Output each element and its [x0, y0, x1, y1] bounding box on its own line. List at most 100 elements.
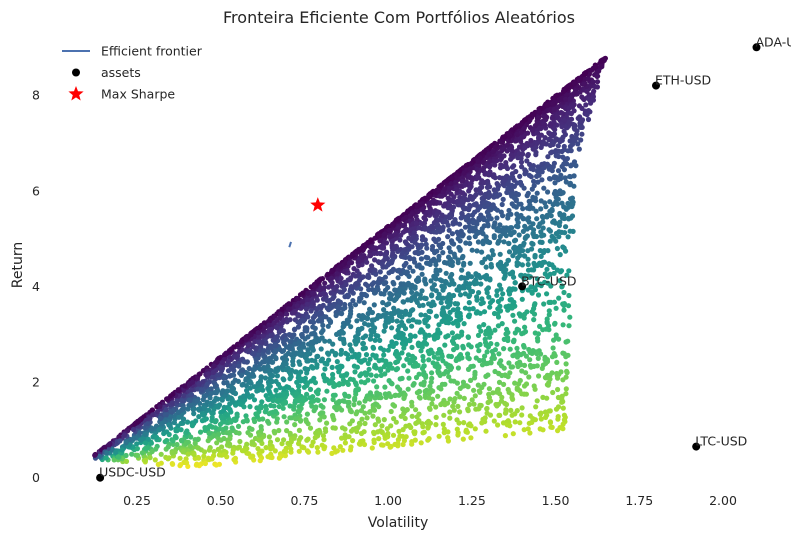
- portfolio-point: [310, 299, 316, 306]
- portfolio-point: [216, 355, 222, 361]
- portfolio-point: [315, 397, 321, 403]
- portfolio-point: [321, 437, 327, 443]
- portfolio-point: [267, 442, 273, 448]
- portfolio-point: [487, 158, 493, 164]
- portfolio-point: [565, 303, 572, 309]
- portfolio-point: [176, 414, 182, 420]
- portfolio-point: [458, 228, 464, 234]
- portfolio-point: [295, 398, 301, 404]
- portfolio-point: [491, 234, 497, 241]
- portfolio-point: [389, 315, 395, 321]
- portfolio-point: [334, 359, 340, 365]
- portfolio-point: [357, 439, 364, 445]
- portfolio-point: [516, 144, 523, 150]
- portfolio-point: [296, 427, 302, 433]
- portfolio-point: [188, 392, 195, 398]
- portfolio-point: [361, 253, 367, 259]
- portfolio-point: [480, 231, 486, 237]
- portfolio-point: [553, 305, 559, 311]
- portfolio-point: [487, 412, 494, 418]
- portfolio-point: [522, 253, 528, 259]
- portfolio-point: [459, 355, 465, 361]
- portfolio-point: [466, 235, 472, 241]
- portfolio-point: [535, 164, 541, 170]
- portfolio-point: [561, 215, 568, 222]
- portfolio-point: [565, 215, 571, 221]
- portfolio-point: [449, 271, 455, 278]
- portfolio-point: [489, 298, 496, 304]
- portfolio-point: [511, 299, 517, 305]
- portfolio-point: [165, 444, 171, 450]
- portfolio-point: [290, 310, 296, 316]
- portfolio-point: [405, 352, 412, 358]
- portfolio-point: [598, 58, 604, 64]
- portfolio-point: [351, 402, 357, 408]
- portfolio-point: [476, 272, 482, 278]
- portfolio-point: [312, 358, 318, 364]
- portfolio-point: [296, 340, 302, 346]
- portfolio-point: [596, 68, 602, 74]
- portfolio-point: [201, 449, 208, 455]
- portfolio-point: [430, 199, 436, 206]
- portfolio-point: [131, 435, 137, 441]
- portfolio-point: [281, 414, 287, 420]
- portfolio-point: [260, 333, 266, 339]
- portfolio-point: [342, 391, 348, 397]
- portfolio-point: [426, 390, 433, 396]
- portfolio-point: [243, 336, 249, 342]
- portfolio-point: [335, 304, 341, 310]
- portfolio-point: [584, 88, 590, 94]
- portfolio-point: [564, 92, 570, 98]
- portfolio-point: [517, 122, 523, 128]
- portfolio-point: [415, 419, 421, 425]
- portfolio-point: [402, 285, 408, 291]
- portfolio-point: [460, 379, 466, 385]
- portfolio-point: [420, 353, 426, 360]
- portfolio-point: [336, 405, 342, 411]
- portfolio-point: [462, 182, 468, 188]
- portfolio-point: [491, 224, 497, 230]
- portfolio-point: [557, 269, 564, 275]
- portfolio-point: [579, 131, 585, 137]
- portfolio-point: [454, 301, 461, 307]
- portfolio-point: [366, 287, 372, 293]
- portfolio-point: [436, 433, 442, 439]
- portfolio-point: [572, 138, 578, 144]
- portfolio-point: [336, 382, 342, 388]
- portfolio-point: [489, 348, 495, 355]
- portfolio-point: [410, 234, 416, 240]
- portfolio-point: [185, 406, 191, 412]
- portfolio-point: [479, 420, 485, 426]
- portfolio-point: [559, 284, 565, 290]
- portfolio-point: [501, 225, 507, 231]
- portfolio-point: [356, 262, 362, 268]
- portfolio-point: [428, 278, 434, 284]
- portfolio-point: [169, 450, 175, 456]
- portfolio-point: [561, 117, 568, 123]
- portfolio-point: [396, 313, 403, 319]
- portfolio-point: [255, 446, 261, 452]
- portfolio-point: [505, 418, 511, 424]
- portfolio-point: [419, 265, 425, 271]
- portfolio-point: [471, 387, 477, 393]
- portfolio-point: [518, 352, 524, 358]
- portfolio-point: [187, 397, 193, 404]
- portfolio-point: [414, 414, 420, 420]
- portfolio-point: [570, 201, 576, 207]
- portfolio-point: [443, 270, 449, 276]
- portfolio-point: [434, 248, 440, 254]
- portfolio-point: [236, 430, 242, 436]
- portfolio-point: [321, 374, 327, 381]
- portfolio-point: [524, 226, 530, 232]
- portfolio-point: [433, 422, 439, 428]
- portfolio-point: [393, 419, 399, 425]
- portfolio-point: [457, 246, 463, 252]
- portfolio-point: [531, 317, 537, 323]
- portfolio-point: [548, 131, 555, 137]
- portfolio-point: [253, 356, 259, 362]
- portfolio-point: [400, 427, 406, 433]
- portfolio-point: [475, 406, 481, 412]
- portfolio-point: [419, 201, 426, 207]
- portfolio-point: [540, 394, 546, 400]
- portfolio-point: [433, 288, 439, 294]
